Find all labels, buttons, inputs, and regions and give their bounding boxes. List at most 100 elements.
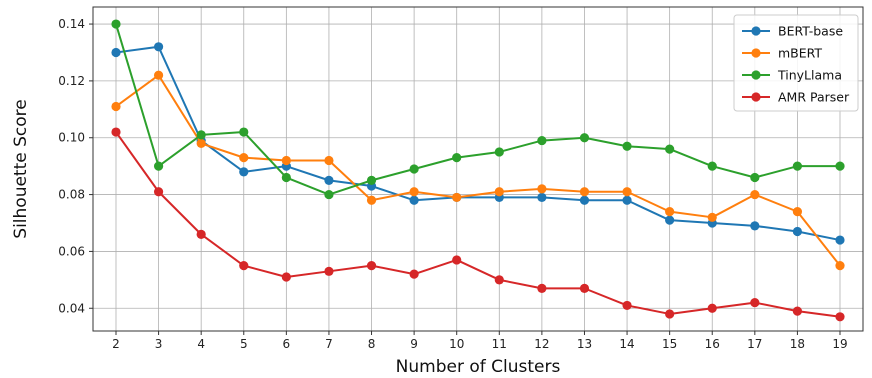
series-lines xyxy=(111,19,845,322)
series-line-bert-base xyxy=(115,45,841,242)
x-tick-label: 16 xyxy=(705,337,720,351)
data-point-bert-base xyxy=(835,235,845,245)
data-point-amr-parser xyxy=(665,309,675,319)
data-point-mbert xyxy=(622,187,632,197)
data-point-tinyllama xyxy=(579,133,590,143)
data-point-amr-parser xyxy=(494,275,504,285)
data-point-amr-parser xyxy=(153,187,164,197)
legend-box xyxy=(733,14,859,112)
y-tick-label: 0.06 xyxy=(58,244,85,258)
data-point-tinyllama xyxy=(750,172,760,183)
data-point-amr-parser xyxy=(111,127,121,137)
legend-label-bert-base: BERT-base xyxy=(778,24,843,39)
y-axis-title: Silhouette Score xyxy=(11,99,31,238)
data-point-tinyllama xyxy=(281,172,291,183)
data-point-bert-base xyxy=(579,195,590,205)
series-mbert xyxy=(111,70,845,271)
legend-label-amr-parser: AMR Parser xyxy=(778,90,850,105)
data-point-tinyllama xyxy=(835,161,845,171)
legend-marker-mbert xyxy=(751,48,761,58)
x-tick-label: 14 xyxy=(619,337,634,351)
data-point-amr-parser xyxy=(239,261,249,271)
plot-frame xyxy=(92,6,864,332)
x-tick-label: 4 xyxy=(197,337,205,351)
data-point-bert-base xyxy=(324,175,334,185)
data-point-amr-parser xyxy=(324,266,334,276)
x-tick-label: 5 xyxy=(240,337,248,351)
legend-label-tinyllama: TinyLlama xyxy=(777,68,842,83)
data-point-mbert xyxy=(153,70,164,80)
data-point-tinyllama xyxy=(622,141,632,151)
x-tick-label: 18 xyxy=(790,337,805,351)
series-tinyllama xyxy=(111,19,845,200)
y-tick-label: 0.14 xyxy=(58,17,85,31)
data-point-mbert xyxy=(409,187,419,197)
series-line-amr-parser xyxy=(115,131,841,318)
data-point-tinyllama xyxy=(665,144,675,154)
data-point-tinyllama xyxy=(153,161,164,171)
legend: BERT-base mBERT TinyLlama AMR Parser xyxy=(733,14,859,112)
legend-marker-bert-base xyxy=(751,26,761,36)
data-point-tinyllama xyxy=(707,161,717,171)
x-tick-label: 15 xyxy=(662,337,677,351)
data-point-bert-base xyxy=(537,192,547,203)
data-point-mbert xyxy=(792,207,803,217)
series-line-tinyllama xyxy=(115,23,840,196)
data-point-tinyllama xyxy=(111,19,121,29)
data-point-tinyllama xyxy=(366,175,377,185)
data-point-tinyllama xyxy=(409,164,419,174)
y-tick-label: 0.10 xyxy=(58,131,85,145)
data-point-mbert xyxy=(579,187,590,197)
data-point-bert-base xyxy=(239,167,249,177)
x-axis-title: Number of Clusters xyxy=(396,357,561,377)
x-tick-label: 11 xyxy=(492,337,507,351)
x-tick-label: 2 xyxy=(112,337,120,351)
data-point-amr-parser xyxy=(792,306,803,316)
data-point-mbert xyxy=(835,261,845,271)
data-point-amr-parser xyxy=(281,272,291,282)
data-point-amr-parser xyxy=(835,312,845,322)
data-point-bert-base xyxy=(750,221,760,231)
data-point-mbert xyxy=(111,101,121,112)
data-point-mbert xyxy=(366,195,377,205)
y-tick-label: 0.04 xyxy=(58,301,85,315)
data-point-amr-parser xyxy=(622,300,632,311)
data-point-bert-base xyxy=(409,195,419,205)
data-point-tinyllama xyxy=(537,135,547,146)
data-point-amr-parser xyxy=(579,283,590,293)
x-tick-label: 9 xyxy=(410,337,418,351)
data-point-bert-base xyxy=(153,42,164,52)
data-point-amr-parser xyxy=(409,269,419,279)
x-tick-label: 3 xyxy=(155,337,163,351)
data-point-mbert xyxy=(324,155,334,166)
data-point-mbert xyxy=(707,212,717,222)
data-point-tinyllama xyxy=(239,127,249,137)
data-point-mbert xyxy=(537,184,547,194)
data-point-amr-parser xyxy=(750,297,760,308)
x-tick-label: 6 xyxy=(283,337,291,351)
legend-marker-tinyllama xyxy=(751,70,761,80)
data-point-tinyllama xyxy=(324,189,334,200)
x-tick-label: 10 xyxy=(449,337,464,351)
y-tick-label: 0.12 xyxy=(58,74,85,88)
data-point-amr-parser xyxy=(452,255,462,265)
x-tick-label: 8 xyxy=(368,337,376,351)
x-tick-label: 19 xyxy=(832,337,847,351)
x-tick-label: 17 xyxy=(747,337,762,351)
data-point-mbert xyxy=(239,153,249,163)
series-line-mbert xyxy=(115,74,841,267)
data-point-tinyllama xyxy=(452,153,462,163)
data-point-tinyllama xyxy=(494,147,504,157)
axis-ticks: 2 3 4 5 6 7 8 9 10 11 12 13 14 15 16 17 18 19 0.04 0.06 0.08… xyxy=(58,17,847,351)
data-point-mbert xyxy=(452,192,462,203)
data-point-amr-parser xyxy=(537,283,547,293)
legend-label-mbert: mBERT xyxy=(778,46,822,61)
data-point-bert-base xyxy=(622,195,632,205)
data-point-tinyllama xyxy=(792,161,803,171)
data-point-amr-parser xyxy=(707,303,717,313)
data-point-bert-base xyxy=(792,226,803,237)
data-point-amr-parser xyxy=(196,229,206,239)
x-tick-label: 7 xyxy=(325,337,333,351)
y-tick-label: 0.08 xyxy=(58,188,85,202)
